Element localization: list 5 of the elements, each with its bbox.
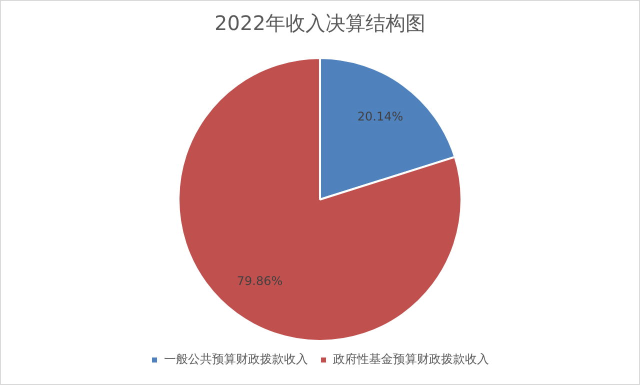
data-label: 79.86% (236, 274, 283, 288)
legend-label: 一般公共预算财政拨款收入 (164, 352, 308, 366)
data-label: 20.14% (357, 109, 404, 124)
legend-label: 政府性基金预算财政拨款收入 (333, 352, 489, 366)
chart-title: 2022年收入决算结构图 (214, 11, 426, 36)
